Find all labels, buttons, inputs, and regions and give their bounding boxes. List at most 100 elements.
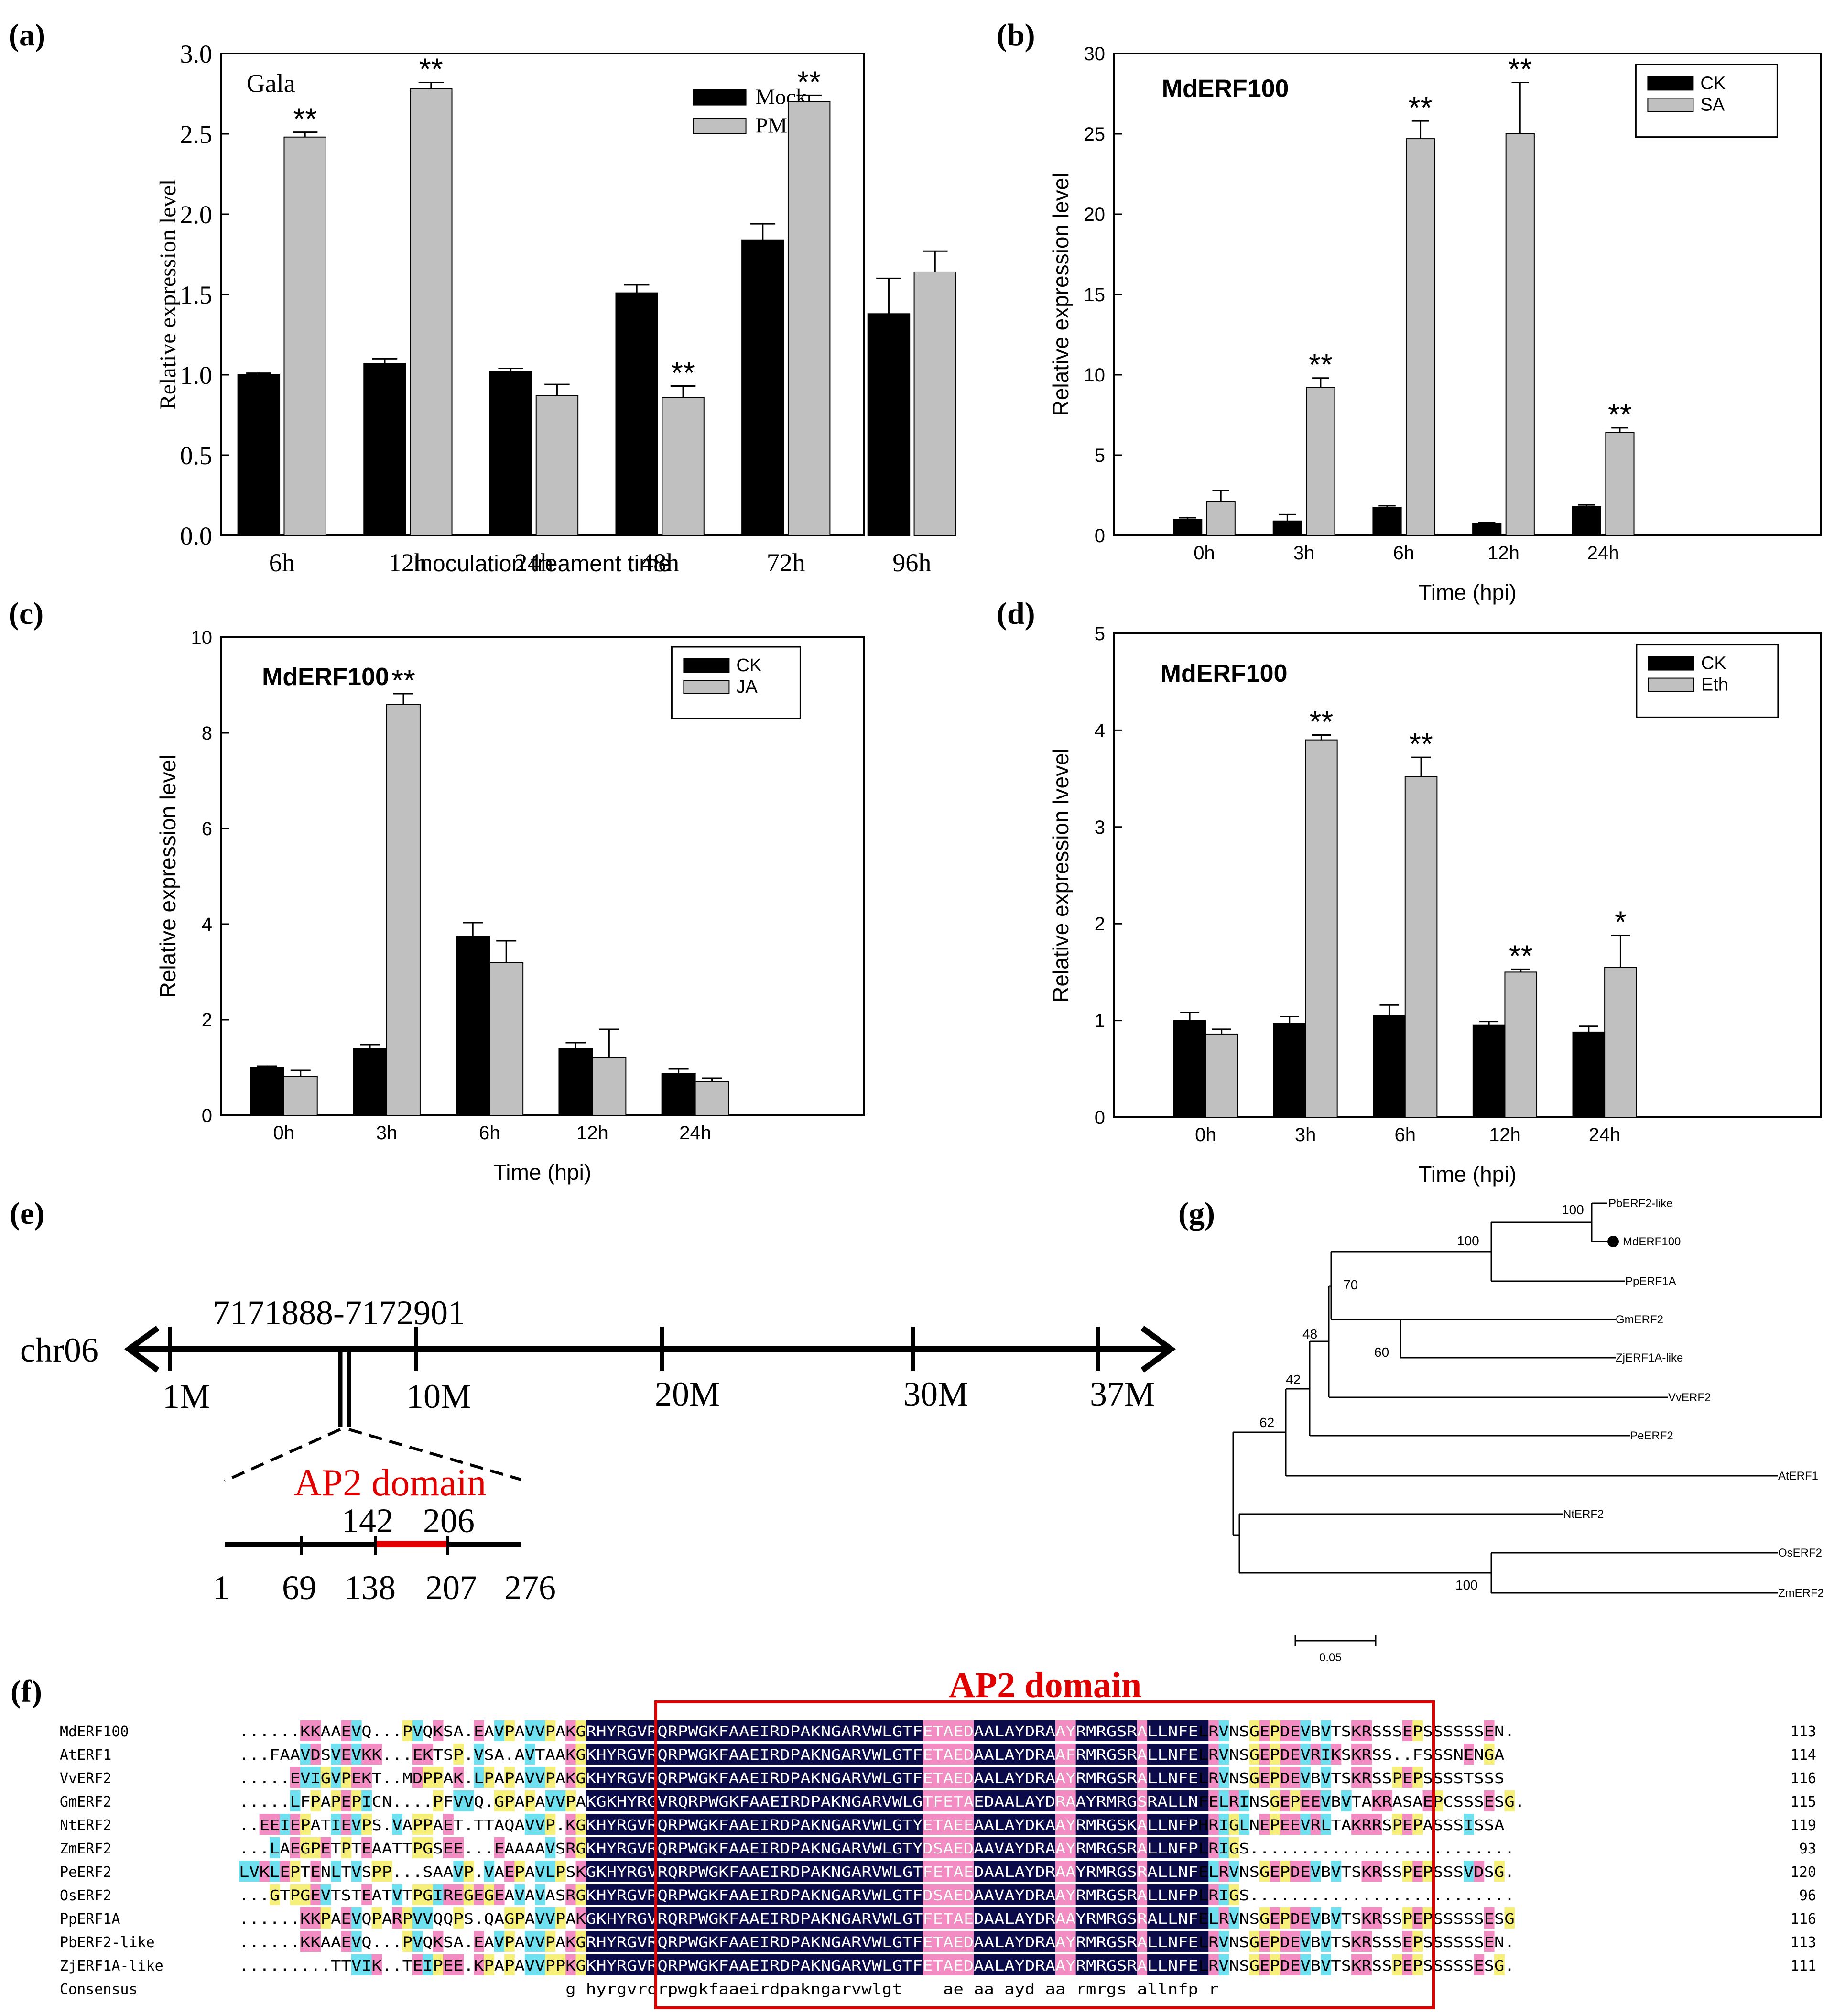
residue-bg (943, 1790, 954, 1811)
residue-bg (912, 1790, 923, 1811)
residue-bg (1045, 1720, 1056, 1741)
residue-bg (555, 1907, 566, 1929)
residue-bg (504, 1954, 515, 1975)
residue-bg (1188, 1884, 1199, 1905)
residue-bg (770, 1790, 781, 1811)
residue-bg (1096, 1767, 1107, 1788)
residue-bg (1178, 1790, 1189, 1811)
residue-bg (1004, 1767, 1015, 1788)
residue-bg (637, 1767, 648, 1788)
residue-bg (1075, 1837, 1086, 1858)
residue-bg (1433, 1790, 1443, 1811)
legend-swatch-c-1 (683, 680, 730, 694)
y-tick-label-a-1: 0.5 (180, 441, 213, 470)
residue-bg (780, 1790, 791, 1811)
alignment-seq-domain-overlay: KHYRGVRQRPWGKFAAEIRDPAKNGARVWLGTYDSAEDAA… (586, 1841, 1198, 1857)
residue-bg (831, 1720, 842, 1741)
residue-bg (1228, 1907, 1239, 1929)
residue-bg (780, 1954, 791, 1975)
x-tick-label-b-2: 6h (1393, 543, 1415, 564)
residue-bg (494, 1720, 505, 1741)
residue-bg (810, 1931, 821, 1952)
residue-bg (688, 1720, 699, 1741)
residue-bg (484, 1954, 495, 1975)
legend-label-c-0: CK (736, 655, 761, 676)
residue-bg (1096, 1954, 1107, 1975)
residue-bg (1300, 1907, 1311, 1929)
residue-bg (280, 1861, 291, 1882)
residue-bg (1259, 1744, 1270, 1765)
alignment-name-oserf2: OsERF2 (60, 1887, 111, 1904)
residue-bg (586, 1720, 597, 1741)
residue-bg (718, 1744, 729, 1765)
residue-bg (524, 1767, 535, 1788)
tree-branches (1232, 1202, 1778, 1594)
residue-bg (575, 1931, 586, 1952)
residue-bg (1300, 1720, 1311, 1741)
bar-d-ck-1 (1273, 1023, 1306, 1118)
residue-bg (1290, 1861, 1301, 1882)
alignment-row-bg (270, 1884, 1239, 1905)
residue-bg (1127, 1954, 1138, 1975)
residue-bg (1117, 1954, 1127, 1975)
residue-bg (575, 1720, 586, 1741)
residue-bg (627, 1814, 638, 1835)
residue-bg (1178, 1837, 1189, 1858)
residue-bg (963, 1790, 974, 1811)
residue-bg (739, 1837, 749, 1858)
residue-bg (708, 1720, 719, 1741)
residue-bg (1300, 1814, 1311, 1835)
residue-bg (831, 1767, 842, 1788)
significance-d-4: * (1615, 904, 1627, 939)
bar-a-mock-2 (489, 371, 532, 536)
residue-bg (759, 1744, 770, 1765)
residue-bg (494, 1931, 505, 1952)
residue-bg (728, 1907, 739, 1929)
residue-bg (1218, 1744, 1229, 1765)
residue-bg (933, 1790, 944, 1811)
alignment-seq-mderf100: ......KKAAEVQ...PVQKSA.EAVPAVVPAKGRHYRGV… (239, 1723, 1515, 1740)
residue-bg (688, 1884, 699, 1905)
ap2-domain-box (654, 1700, 1435, 2009)
alignment-seq-vverf2: .....EVIGVPEKT..MDPPAK.LPAPAVVPAKGKHYRGV… (239, 1770, 1504, 1787)
bootstrap-42: 42 (1286, 1372, 1301, 1387)
residue-bg (535, 1931, 545, 1952)
bar-d-ck-3 (1472, 1024, 1506, 1118)
residue-bg (1004, 1837, 1015, 1858)
residue-bg (728, 1790, 739, 1811)
residue-bg (708, 1884, 719, 1905)
residue-bg (1422, 1790, 1433, 1811)
residue-bg (943, 1931, 954, 1952)
bar-c-ja-1 (386, 704, 421, 1116)
residue-bg (575, 1837, 586, 1858)
residue-bg (1188, 1861, 1199, 1882)
residue-bg (657, 1720, 668, 1741)
residue-bg (1412, 1767, 1423, 1788)
residue-bg (861, 1767, 872, 1788)
residue-bg (586, 1931, 597, 1952)
residue-bg (351, 1790, 362, 1811)
residue-bg (1188, 1720, 1199, 1741)
legend-swatch-d-0 (1648, 656, 1694, 671)
residue-bg (596, 1744, 607, 1765)
residue-bg (708, 1744, 719, 1765)
legend-label-c-1: JA (736, 677, 758, 697)
taxon-pperf1a: PpERF1A (1625, 1275, 1676, 1288)
residue-bg (1198, 1884, 1209, 1905)
residue-bg (1382, 1790, 1393, 1811)
residue-bg (453, 1954, 464, 1975)
residue-bg (1117, 1790, 1127, 1811)
residue-bg (1392, 1954, 1403, 1975)
alignment-seq-domain-overlay: KHYRGVRQRPWGKFAAEIRDPAKNGARVWLGTFETAEDAA… (586, 1747, 1198, 1764)
x-tick-label-b-0: 0h (1194, 543, 1215, 564)
residue-bg (453, 1767, 464, 1788)
legend-swatch-d-1 (1648, 677, 1694, 692)
residue-bg (1106, 1790, 1117, 1811)
residue-bg (1198, 1744, 1209, 1765)
residue-bg (596, 1907, 607, 1929)
residue-bg (1351, 1720, 1362, 1741)
residue-bg (841, 1814, 852, 1835)
residue-bg (1137, 1931, 1148, 1952)
residue-bg (1402, 1954, 1413, 1975)
residue-bg (994, 1744, 1005, 1765)
